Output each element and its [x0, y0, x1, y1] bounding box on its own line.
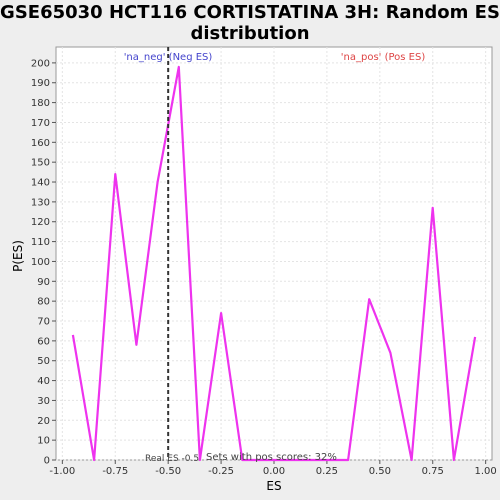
y-tick-label: 190 — [31, 78, 50, 89]
x-tick-label: 1.00 — [475, 466, 497, 477]
pos-scores-annotation: Sets with pos scores: 32% — [206, 452, 337, 463]
chart-title: GSE65030 HCT116 CORTISTATINA 3H: Random … — [0, 2, 500, 44]
x-tick-label: 0.75 — [422, 466, 444, 477]
y-tick-label: 130 — [31, 197, 50, 208]
y-tick-label: 170 — [31, 118, 50, 129]
x-tick-label: -0.25 — [208, 466, 234, 477]
y-tick-label: 30 — [37, 396, 50, 407]
axes: 0 10 20 30 40 50 60 70 80 90 100 110 120 130 140 150 160… — [31, 58, 497, 477]
y-tick-label: 90 — [37, 277, 50, 288]
x-tick-label: 0.50 — [369, 466, 391, 477]
series-layer — [71, 65, 477, 462]
y-tick-label: 110 — [31, 237, 50, 248]
y-tick-label: 160 — [31, 138, 50, 149]
x-tick-label: 0.25 — [316, 466, 338, 477]
y-tick-label: 20 — [37, 416, 50, 427]
y-tick-label: 0 — [44, 456, 50, 467]
distribution-line — [71, 65, 477, 462]
neg-region-label: 'na_neg' (Neg ES) — [124, 52, 213, 63]
x-tick-label: -0.75 — [102, 466, 128, 477]
x-tick-label: 0.00 — [263, 466, 285, 477]
y-tick-label: 150 — [31, 158, 50, 169]
y-axis-title: P(ES) — [11, 240, 25, 272]
y-tick-label: 180 — [31, 98, 50, 109]
y-tick-label: 120 — [31, 217, 50, 228]
x-tick-label: -0.50 — [155, 466, 181, 477]
x-tick-label: -1.00 — [49, 466, 75, 477]
y-tick-label: 80 — [37, 297, 50, 308]
y-tick-label: 200 — [31, 58, 50, 69]
x-axis-title: ES — [266, 479, 281, 493]
y-tick-label: 50 — [37, 356, 50, 367]
y-tick-label: 60 — [37, 336, 50, 347]
y-tick-label: 70 — [37, 317, 50, 328]
y-tick-label: 100 — [31, 257, 50, 268]
pos-region-label: 'na_pos' (Pos ES) — [341, 52, 426, 63]
y-tick-label: 40 — [37, 376, 50, 387]
y-tick-label: 10 — [37, 436, 50, 447]
real-es-label: Real ES -0.5 — [145, 454, 199, 464]
y-tick-label: 140 — [31, 178, 50, 189]
